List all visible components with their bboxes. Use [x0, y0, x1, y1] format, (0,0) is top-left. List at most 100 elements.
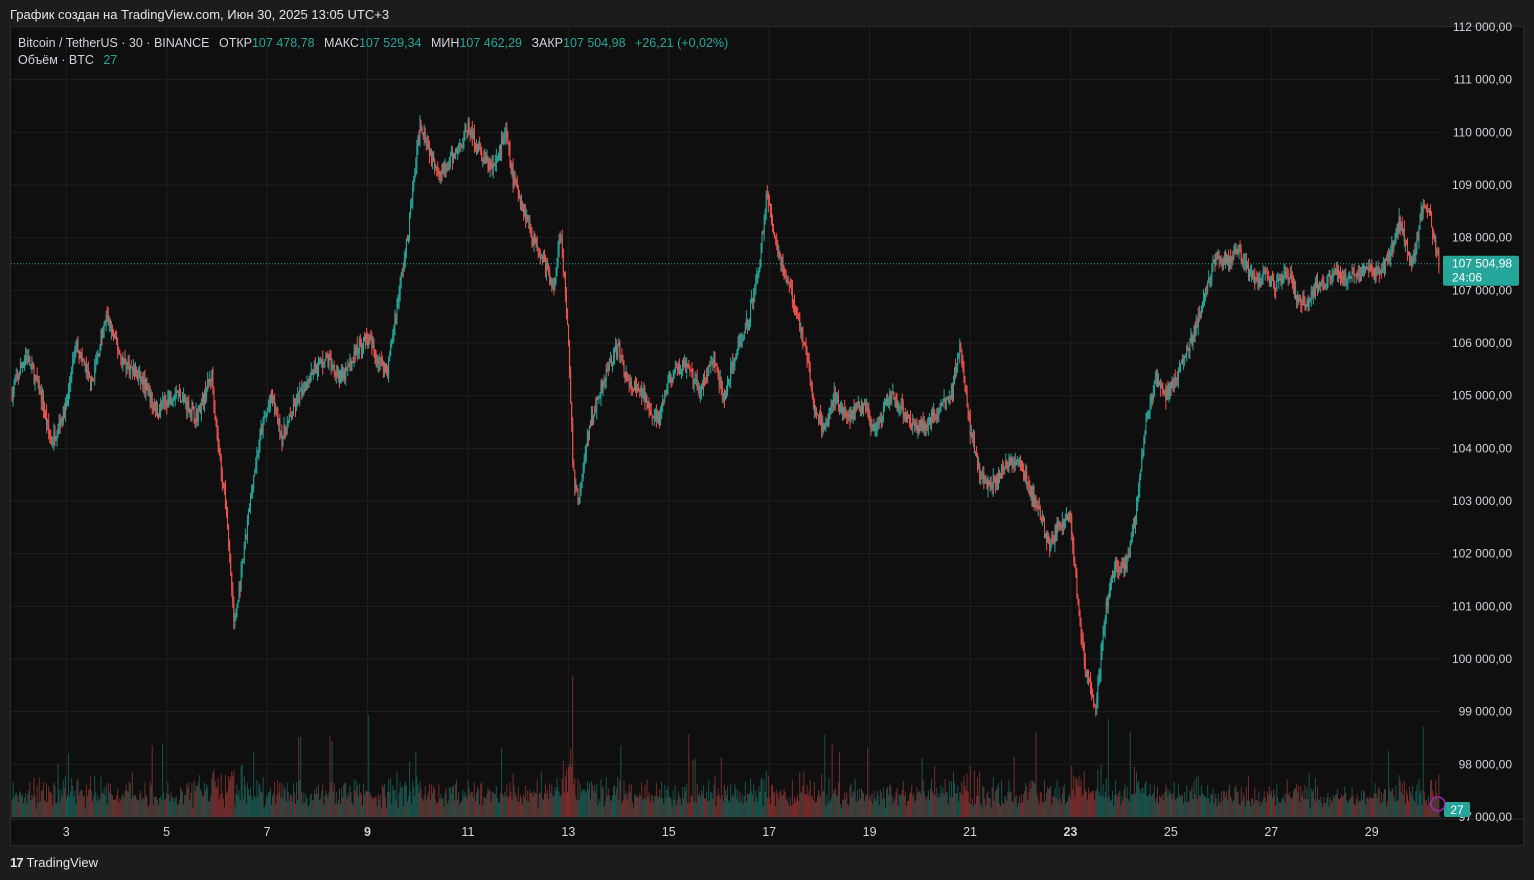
- candle-body: [55, 437, 57, 441]
- event-marker-icon[interactable]: [1430, 796, 1446, 812]
- volume-bar: [708, 779, 710, 817]
- candle-body: [793, 303, 795, 307]
- candle-body: [260, 429, 262, 435]
- volume-bar: [37, 802, 39, 817]
- volume-bar: [343, 784, 345, 817]
- candle-body: [872, 426, 874, 428]
- volume-bar: [796, 798, 798, 817]
- candle-body: [623, 363, 625, 374]
- candle-body: [1011, 460, 1013, 465]
- volume-bar: [1294, 788, 1296, 817]
- volume-bar: [897, 805, 899, 817]
- volume-bar: [404, 781, 406, 817]
- candle-body: [519, 198, 521, 206]
- candle-body: [915, 423, 917, 427]
- volume-bar: [434, 788, 436, 817]
- candle-body: [1380, 270, 1382, 273]
- volume-bar: [868, 799, 870, 817]
- volume-bar: [1267, 794, 1269, 817]
- volume-bar: [178, 800, 180, 817]
- candle-body: [315, 365, 317, 372]
- volume-bar: [1302, 790, 1304, 817]
- candle-body: [691, 371, 693, 377]
- candle-body: [855, 407, 857, 410]
- volume-bar: [916, 787, 918, 817]
- volume-bar: [693, 801, 695, 817]
- volume-bar: [328, 791, 330, 817]
- candle-body: [1071, 515, 1073, 536]
- candle-body: [1194, 326, 1196, 335]
- candle-body: [1088, 679, 1090, 681]
- candle-body: [428, 146, 430, 155]
- candle-body: [45, 412, 47, 414]
- volume-bar: [978, 795, 980, 817]
- volume-bar: [1270, 790, 1272, 817]
- candle-body: [160, 403, 162, 411]
- volume-bar: [447, 800, 449, 817]
- volume-bar: [168, 794, 170, 817]
- volume-bar: [1051, 805, 1053, 817]
- volume-bar: [220, 774, 222, 817]
- volume-bar: [288, 800, 290, 817]
- volume-bar: [117, 788, 119, 817]
- candle-body: [326, 355, 328, 358]
- candle-body: [49, 430, 51, 437]
- candle-body: [1196, 323, 1198, 328]
- candle-body: [1149, 403, 1151, 412]
- volume-bar: [619, 780, 621, 817]
- candle-body: [510, 161, 512, 169]
- volume-bar: [723, 785, 725, 817]
- candle-body: [1349, 276, 1351, 278]
- candle-body: [605, 369, 607, 382]
- volume-bar: [429, 799, 431, 817]
- candle-body: [1070, 513, 1072, 516]
- volume-bar: [986, 793, 988, 817]
- candle-body: [1102, 633, 1104, 647]
- candle-body: [196, 411, 198, 422]
- volume-bar: [1416, 784, 1418, 817]
- candle-body: [488, 165, 490, 170]
- volume-bar: [292, 782, 294, 817]
- candle-body: [650, 411, 652, 415]
- candle-body: [820, 413, 822, 419]
- volume-bar: [548, 798, 550, 817]
- candle-body: [181, 400, 183, 402]
- volume-bar: [275, 803, 277, 817]
- volume-bar: [1167, 796, 1169, 817]
- volume-bar: [283, 785, 285, 817]
- candle-body: [1350, 276, 1352, 278]
- volume-bar: [651, 795, 653, 817]
- legend-volume-label[interactable]: Объём · BTC: [18, 53, 94, 67]
- volume-bar: [627, 792, 629, 817]
- volume-bar: [911, 785, 913, 817]
- volume-bar: [1401, 783, 1403, 817]
- candle-body: [1130, 537, 1132, 542]
- volume-bar: [616, 788, 618, 817]
- volume-bar: [1049, 787, 1051, 817]
- volume-bar: [1242, 793, 1244, 817]
- candle-body: [1181, 360, 1183, 364]
- volume-bar: [198, 775, 200, 817]
- candle-body: [508, 141, 510, 148]
- candle-body: [134, 369, 136, 376]
- volume-bar: [466, 798, 468, 817]
- candle-body: [841, 407, 843, 409]
- candle-body: [16, 375, 18, 377]
- candle-body: [1291, 277, 1293, 285]
- candle-body: [272, 396, 274, 399]
- legend-symbol[interactable]: Bitcoin / TetherUS · 30 · BINANCE: [18, 36, 210, 50]
- volume-bar: [23, 803, 25, 817]
- volume-bar: [183, 804, 185, 817]
- candle-body: [1057, 524, 1059, 528]
- candle-body: [452, 154, 454, 163]
- candle-body: [257, 454, 259, 456]
- volume-bar: [1170, 793, 1172, 817]
- candle-body: [1187, 345, 1189, 350]
- volume-bar: [528, 801, 530, 817]
- volume-bar: [389, 792, 391, 817]
- volume-bar: [745, 801, 747, 817]
- candle-body: [587, 433, 589, 438]
- candle-body: [245, 534, 247, 536]
- candle-body: [1329, 274, 1331, 279]
